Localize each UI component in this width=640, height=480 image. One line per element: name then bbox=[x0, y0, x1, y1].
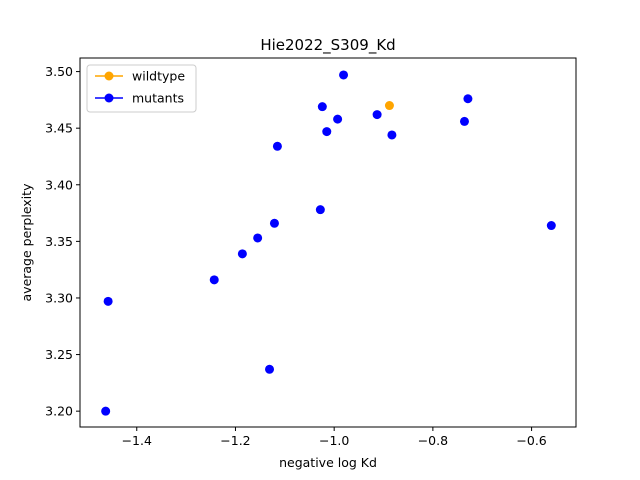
mutants-point bbox=[339, 70, 349, 80]
y-axis-label: average perplexity bbox=[19, 183, 34, 302]
mutants-point bbox=[269, 218, 279, 228]
legend-label-wildtype: wildtype bbox=[132, 69, 185, 84]
x-tick-label: −1.2 bbox=[220, 433, 250, 448]
mutants-point bbox=[387, 130, 397, 140]
wildtype-point bbox=[384, 101, 394, 111]
mutants-point bbox=[103, 296, 113, 306]
mutants-point bbox=[322, 127, 332, 137]
mutants-point bbox=[372, 110, 382, 120]
y-tick-label: 3.50 bbox=[45, 64, 73, 79]
mutants-point bbox=[459, 116, 469, 126]
legend-label-mutants: mutants bbox=[132, 91, 184, 106]
legend-marker-wildtype bbox=[104, 71, 114, 81]
mutants-point bbox=[237, 249, 247, 259]
y-tick-label: 3.35 bbox=[45, 234, 73, 249]
mutants-point bbox=[333, 114, 343, 124]
x-axis-label: negative log Kd bbox=[279, 455, 377, 470]
x-axis-ticks: −1.4 −1.2 −1.0 −0.8 −0.6 bbox=[122, 427, 547, 448]
mutants-point bbox=[315, 205, 325, 215]
mutants-point bbox=[265, 364, 275, 374]
mutants-point bbox=[317, 102, 327, 112]
mutants-point bbox=[272, 141, 282, 151]
y-tick-label: 3.45 bbox=[45, 121, 73, 136]
chart-title: Hie2022_S309_Kd bbox=[260, 36, 395, 55]
x-tick-label: −1.0 bbox=[319, 433, 349, 448]
mutants-point bbox=[463, 94, 473, 104]
mutants-point bbox=[253, 233, 263, 243]
plot-area bbox=[101, 70, 556, 416]
mutants-point bbox=[209, 275, 219, 285]
mutants-point bbox=[101, 406, 111, 416]
axes-frame bbox=[79, 57, 577, 428]
x-tick-label: −1.4 bbox=[122, 433, 152, 448]
x-tick-label: −0.6 bbox=[516, 433, 546, 448]
y-tick-label: 3.40 bbox=[45, 177, 73, 192]
y-tick-label: 3.30 bbox=[45, 290, 73, 305]
y-axis-ticks: 3.20 3.25 3.30 3.35 3.40 3.45 3.50 bbox=[45, 64, 80, 419]
y-tick-label: 3.25 bbox=[45, 347, 73, 362]
mutants-point bbox=[546, 221, 556, 231]
y-tick-label: 3.20 bbox=[45, 404, 73, 419]
legend-marker-mutants bbox=[104, 93, 114, 103]
x-tick-label: −0.8 bbox=[418, 433, 448, 448]
legend: wildtype mutants bbox=[86, 64, 197, 113]
